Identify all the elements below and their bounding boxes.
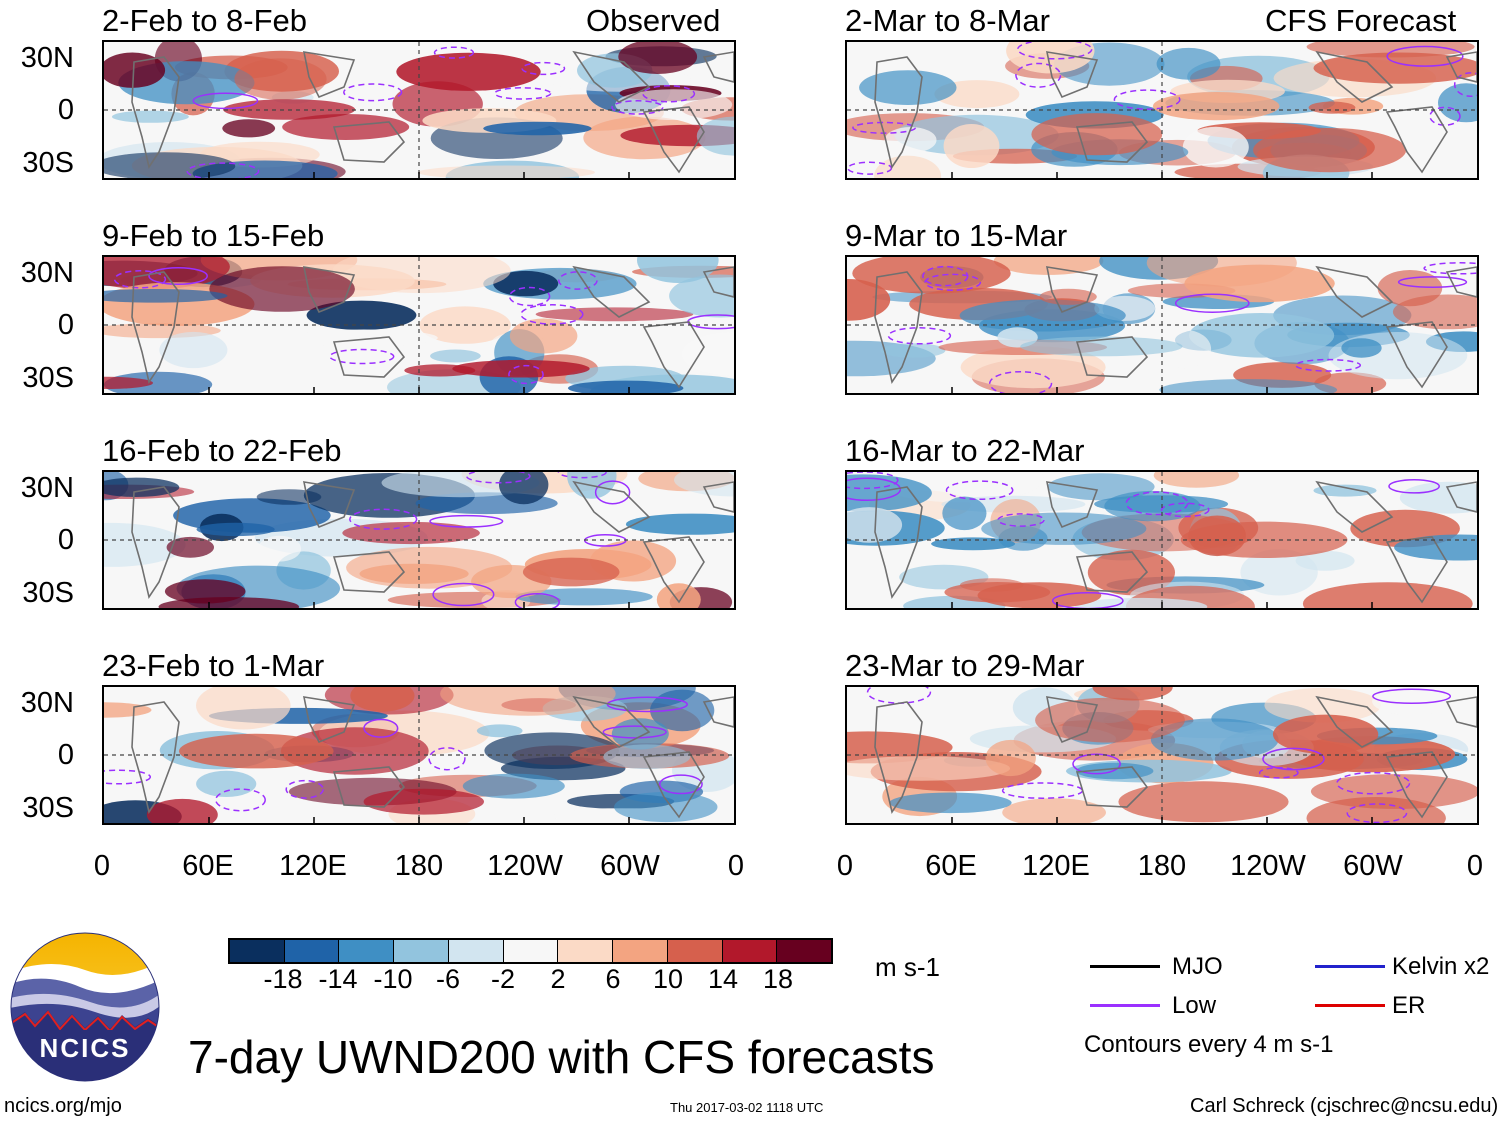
panel-title-obs-2: 9-Feb to 15-Feb: [102, 218, 325, 253]
colorbar-tick-label: -6: [435, 964, 460, 994]
lat-label-eq: 0: [57, 739, 74, 771]
lon-label-left-180: 180: [394, 850, 444, 882]
colorbar-swatch: [502, 940, 558, 962]
legend-line-low: [1090, 1004, 1160, 1007]
lat-label-30n: 30N: [20, 42, 74, 74]
colorbar-swatch: [666, 940, 722, 962]
lat-label-30n: 30N: [20, 257, 74, 289]
lat-label-30s: 30S: [22, 577, 74, 609]
timestamp: Thu 2017-03-02 1118 UTC: [670, 1100, 824, 1115]
panel-title-fc-3: 16-Mar to 22-Mar: [845, 433, 1085, 468]
logo-text: NCICS: [40, 1033, 131, 1063]
panel-title-fc-4: 23-Mar to 29-Mar: [845, 648, 1085, 683]
lat-label-eq: 0: [57, 524, 74, 556]
colorbar-swatch: [230, 940, 284, 962]
lon-label-left-60w: 60W: [600, 850, 660, 882]
colorbar-swatch: [557, 940, 613, 962]
lat-label-30s: 30S: [22, 362, 74, 394]
colorbar-swatch: [393, 940, 448, 962]
colorbar-tick-label: -2: [490, 964, 515, 994]
colorbar-tick-label: -18: [263, 964, 303, 994]
map-forecast-2: [845, 255, 1479, 395]
colorbar-tick-label: 2: [550, 964, 566, 994]
legend-line-kelvin: [1315, 965, 1385, 968]
lon-label-right-0b: 0: [1466, 850, 1484, 882]
colorbar-swatch: [721, 940, 777, 962]
forecast-header: CFS Forecast: [1265, 3, 1457, 38]
lon-label-right-120e: 120E: [1022, 850, 1090, 882]
panel-title-fc-1: 2-Mar to 8-Mar: [845, 3, 1050, 38]
lat-label-30n: 30N: [20, 687, 74, 719]
lon-label-left-120e: 120E: [279, 850, 347, 882]
map-forecast-3: [845, 470, 1479, 610]
legend-line-er: [1315, 1004, 1385, 1007]
ncics-logo: NCICS: [10, 932, 160, 1082]
credit: Carl Schreck (cjschrec@ncsu.edu): [1190, 1095, 1499, 1117]
legend-label-er: ER: [1392, 992, 1426, 1019]
map-observed-2: [102, 255, 736, 395]
colorbar-tick-label: -14: [318, 964, 358, 994]
lat-label-30n: 30N: [20, 472, 74, 504]
panel-title-obs-3: 16-Feb to 22-Feb: [102, 433, 342, 468]
colorbar-swatch: [283, 940, 339, 962]
map-observed-3: [102, 470, 736, 610]
site-link[interactable]: ncics.org/mjo: [4, 1095, 122, 1117]
colorbar-units: m s-1: [875, 952, 940, 982]
colorbar-swatch: [338, 940, 394, 962]
lon-label-left-0b: 0: [727, 850, 745, 882]
colorbar-tick-label: -10: [373, 964, 413, 994]
panel-title-fc-2: 9-Mar to 15-Mar: [845, 218, 1068, 253]
colorbar-swatch: [447, 940, 503, 962]
colorbar-swatch: [612, 940, 667, 962]
legend-note: Contours every 4 m s-1: [1084, 1031, 1334, 1058]
lat-label-30s: 30S: [22, 792, 74, 824]
lat-label-eq: 0: [57, 309, 74, 341]
lon-label-right-120w: 120W: [1230, 850, 1306, 882]
lon-label-right-60e: 60E: [925, 850, 977, 882]
colorbar: [228, 938, 833, 964]
panel-title-obs-4: 23-Feb to 1-Mar: [102, 648, 325, 683]
legend-label-kelvin: Kelvin x2: [1392, 953, 1490, 980]
colorbar-tick-label: 10: [652, 964, 684, 994]
lon-label-right-180: 180: [1137, 850, 1187, 882]
colorbar-swatch: [776, 940, 832, 962]
lat-label-30s: 30S: [22, 147, 74, 179]
legend-label-low: Low: [1172, 992, 1217, 1019]
lon-label-right-0: 0: [836, 850, 854, 882]
panel-title-obs-1: 2-Feb to 8-Feb: [102, 3, 308, 38]
lon-label-left-0: 0: [93, 850, 111, 882]
map-observed-1: [102, 40, 736, 180]
colorbar-tick-label: 18: [762, 964, 794, 994]
lon-label-left-120w: 120W: [487, 850, 563, 882]
map-observed-4: [102, 685, 736, 825]
lon-label-left-60e: 60E: [182, 850, 234, 882]
map-forecast-1: [845, 40, 1479, 180]
lon-label-right-60w: 60W: [1343, 850, 1403, 882]
main-title: 7-day UWND200 with CFS forecasts: [188, 1031, 935, 1083]
legend-label-mjo: MJO: [1172, 953, 1223, 980]
lat-label-eq: 0: [57, 94, 74, 126]
colorbar-tick-label: 14: [707, 964, 739, 994]
legend-line-mjo: [1090, 965, 1160, 968]
colorbar-tick-label: 6: [605, 964, 621, 994]
map-forecast-4: [845, 685, 1479, 825]
observed-header: Observed: [586, 3, 721, 38]
